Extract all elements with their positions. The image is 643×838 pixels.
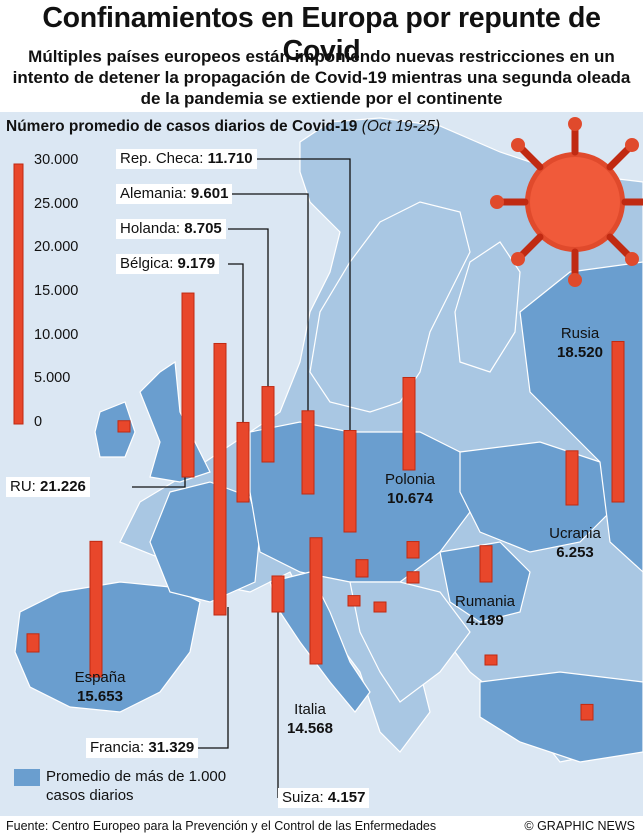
y-tick-label: 20.000 xyxy=(34,239,79,256)
bar-layer xyxy=(26,292,625,721)
land-iberia xyxy=(14,581,201,713)
y-tick-label: 5.000 xyxy=(34,370,71,387)
europe-map xyxy=(13,117,643,798)
y-tick-label: 15.000 xyxy=(34,283,79,299)
scale-bar xyxy=(13,163,24,425)
source-text: Fuente: Centro Europeo para la Prevenció… xyxy=(6,819,437,833)
bar-polonia xyxy=(402,376,416,471)
bar-irlanda xyxy=(117,420,131,433)
bar-eslovaquia xyxy=(406,541,420,559)
leader-checa xyxy=(228,158,351,432)
land-layer xyxy=(14,117,643,763)
bar-francia xyxy=(213,342,227,616)
virus-illustration xyxy=(490,117,643,287)
bar-españa xyxy=(89,540,103,678)
bar-rumania xyxy=(479,545,493,583)
y-tick-label: 0 xyxy=(34,414,43,430)
bar-bélgica xyxy=(236,421,250,503)
label-francia: Francia: 31.329 xyxy=(86,738,199,758)
bar-eslovenia xyxy=(347,595,361,607)
label-rumania: Rumania 4.189 xyxy=(454,593,516,629)
label-polonia: Polonia 10.674 xyxy=(384,471,436,507)
bar-ru xyxy=(181,292,195,478)
bar-bulgaria xyxy=(484,654,498,666)
bar-suiza xyxy=(271,575,285,613)
label-holanda: Holanda: 8.705 xyxy=(116,219,226,239)
label-espana: España 15.653 xyxy=(74,669,126,705)
bar-rusia xyxy=(611,340,625,503)
bar-ucrania xyxy=(565,450,579,506)
label-rusia: Rusia 18.520 xyxy=(557,325,603,361)
label-italia: Italia 14.568 xyxy=(287,701,333,737)
leader-ru xyxy=(132,477,186,488)
subtitle: Múltiples países europeos están imponien… xyxy=(12,47,631,108)
bar-rep-checa xyxy=(343,430,357,533)
y-tick-label: 25.000 xyxy=(34,195,79,212)
y-tick-label: 30.000 xyxy=(34,152,79,168)
credit-text: © GRAPHIC NEWS xyxy=(524,819,635,833)
leader-belgica xyxy=(228,263,244,424)
land-finland xyxy=(454,241,521,373)
bar-holanda xyxy=(261,386,275,463)
label-ru: RU: 21.226 xyxy=(6,477,90,497)
chart-title: Número promedio de casos diarios de Covi… xyxy=(6,118,441,135)
label-alemania: Alemania: 9.601 xyxy=(116,184,233,204)
label-suiza: Suiza: 4.157 xyxy=(278,788,370,808)
bar-austria xyxy=(355,559,369,578)
footer: Fuente: Centro Europeo para la Prevenció… xyxy=(0,816,643,838)
land-britain xyxy=(139,360,211,483)
bar-croacia xyxy=(373,601,387,613)
land-turkey xyxy=(479,671,643,763)
leader-alemania xyxy=(228,193,309,412)
headline: Confinamientos en Europa por repunte de … xyxy=(42,2,601,67)
bar-italia xyxy=(309,537,323,665)
bar-hungría xyxy=(406,571,420,584)
bar-alemania xyxy=(301,410,315,495)
land-ireland xyxy=(94,401,136,458)
legend-swatch xyxy=(14,769,40,786)
y-tick-label: 10.000 xyxy=(34,326,79,343)
map-panel: Número promedio de casos diarios de Covi… xyxy=(0,112,643,816)
label-belgica: Bélgica: 9.179 xyxy=(116,254,220,274)
label-rep-checa: Rep. Checa: 11.710 xyxy=(116,149,257,169)
leader-holanda xyxy=(228,228,269,395)
legend-text: Promedio de más de 1.000 casos diarios xyxy=(46,768,227,804)
bar-portugal xyxy=(26,633,40,653)
label-ucrania: Ucrania 6.253 xyxy=(549,525,601,561)
bar-turquía xyxy=(580,703,594,721)
